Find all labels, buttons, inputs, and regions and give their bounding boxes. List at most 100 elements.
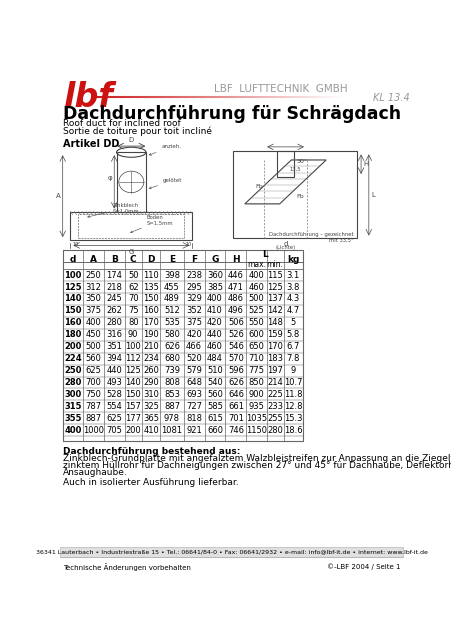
Text: D: D [147, 255, 154, 264]
Text: 818: 818 [186, 414, 202, 423]
Text: 125: 125 [267, 282, 282, 292]
Text: 410: 410 [207, 307, 222, 316]
Text: 142: 142 [267, 307, 282, 316]
Text: 440: 440 [106, 366, 122, 375]
Text: F: F [191, 255, 197, 264]
Bar [116, 152, 146, 212]
Text: 660: 660 [207, 426, 222, 435]
Text: 787: 787 [85, 402, 101, 411]
Text: 6.7: 6.7 [286, 342, 299, 351]
Text: Ansaughaube.: Ansaughaube. [63, 468, 127, 477]
Text: 210: 210 [143, 342, 159, 351]
Text: 528: 528 [106, 390, 122, 399]
Text: 560: 560 [85, 354, 101, 363]
Text: ©-LBF 2004 / Seite 1: ©-LBF 2004 / Seite 1 [327, 563, 400, 570]
Text: 4.7: 4.7 [286, 307, 299, 316]
Text: 100: 100 [125, 342, 141, 351]
Text: 329: 329 [186, 294, 202, 303]
Text: Dachdurchführung für Schrägdach: Dachdurchführung für Schrägdach [63, 106, 400, 124]
Text: H: H [231, 255, 239, 264]
Text: 400: 400 [207, 294, 222, 303]
Text: 710: 710 [248, 354, 264, 363]
Text: Fb: Fb [254, 184, 262, 189]
Text: 398: 398 [164, 271, 179, 280]
Text: 486: 486 [227, 294, 244, 303]
Text: 295: 295 [186, 282, 202, 292]
Text: 648: 648 [186, 378, 202, 387]
Text: E: E [169, 255, 175, 264]
Text: 10: 10 [185, 243, 192, 247]
Text: 375: 375 [85, 307, 101, 316]
Text: gelötet: gelötet [149, 178, 182, 189]
Text: 385: 385 [207, 282, 222, 292]
Text: 157: 157 [125, 402, 141, 411]
Text: 110: 110 [143, 271, 159, 280]
Text: 460: 460 [207, 342, 222, 351]
Text: 887: 887 [85, 414, 101, 423]
Text: 921: 921 [186, 426, 202, 435]
Text: 440: 440 [207, 330, 222, 339]
Text: 18.6: 18.6 [283, 426, 302, 435]
Text: 471: 471 [227, 282, 243, 292]
Bar [60, 547, 402, 557]
Text: 935: 935 [248, 402, 264, 411]
Text: Auch in isolierter Ausführung lieferbar.: Auch in isolierter Ausführung lieferbar. [63, 478, 238, 487]
Text: 585: 585 [207, 402, 222, 411]
Text: 500: 500 [85, 342, 101, 351]
Text: 746: 746 [227, 426, 244, 435]
Text: LBF  LUFTTECHNIK  GMBH: LBF LUFTTECHNIK GMBH [214, 84, 347, 93]
Text: 280: 280 [106, 318, 122, 327]
Text: 625: 625 [106, 414, 122, 423]
Bar [78, 214, 184, 237]
Text: 360: 360 [207, 271, 222, 280]
Text: 554: 554 [106, 402, 122, 411]
Bar [70, 212, 192, 240]
Text: 310: 310 [143, 390, 159, 399]
Text: 410: 410 [143, 426, 159, 435]
Text: 280: 280 [64, 378, 81, 387]
Text: 484: 484 [207, 354, 222, 363]
Text: 625: 625 [85, 366, 101, 375]
Text: 580: 580 [164, 330, 179, 339]
Text: 250: 250 [64, 366, 81, 375]
Text: 233: 233 [267, 402, 282, 411]
Text: 170: 170 [143, 318, 159, 327]
Text: 355: 355 [64, 414, 81, 423]
Text: 140: 140 [125, 378, 141, 387]
Text: Technische Änderungen vorbehalten: Technische Änderungen vorbehalten [63, 563, 190, 572]
Text: 978: 978 [164, 414, 179, 423]
Text: 245: 245 [106, 294, 122, 303]
Text: 596: 596 [227, 366, 243, 375]
Text: kg: kg [286, 255, 299, 264]
Bar [277, 152, 294, 177]
Text: 400: 400 [85, 318, 101, 327]
Text: Boden
S=1,5mm: Boden S=1,5mm [130, 215, 173, 233]
Text: 661: 661 [227, 402, 244, 411]
Text: 70: 70 [128, 294, 138, 303]
Text: 150: 150 [125, 390, 141, 399]
Text: 350: 350 [85, 294, 101, 303]
Text: 420: 420 [207, 318, 222, 327]
Text: 112: 112 [125, 354, 141, 363]
Text: 535: 535 [164, 318, 179, 327]
Text: 160: 160 [64, 318, 81, 327]
Text: 400: 400 [248, 271, 264, 280]
Text: 579: 579 [186, 366, 202, 375]
Text: 125: 125 [64, 282, 82, 292]
Text: 218: 218 [106, 282, 122, 292]
Text: 808: 808 [164, 378, 179, 387]
Text: 525: 525 [248, 307, 264, 316]
Text: 180: 180 [64, 330, 81, 339]
Text: 224: 224 [64, 354, 82, 363]
Text: Artikel DD: Artikel DD [63, 139, 119, 149]
Text: 1035: 1035 [245, 414, 267, 423]
Text: zinktem Hüllrohr für Dachneigungen zwischen 27° und 45° für Dachhaube, Deflektor: zinktem Hüllrohr für Dachneigungen zwisc… [63, 461, 451, 470]
Text: Zinkblech-Grundplatte mit angefalztem Walzbleistreifen zur Anpassung an die Zieg: Zinkblech-Grundplatte mit angefalztem Wa… [63, 454, 451, 463]
Text: 526: 526 [227, 330, 243, 339]
Text: 115: 115 [267, 271, 282, 280]
Text: lbf: lbf [64, 81, 114, 114]
Text: 140: 140 [64, 294, 81, 303]
Text: 80: 80 [128, 318, 138, 327]
Text: 560: 560 [207, 390, 222, 399]
Text: 137: 137 [267, 294, 282, 303]
